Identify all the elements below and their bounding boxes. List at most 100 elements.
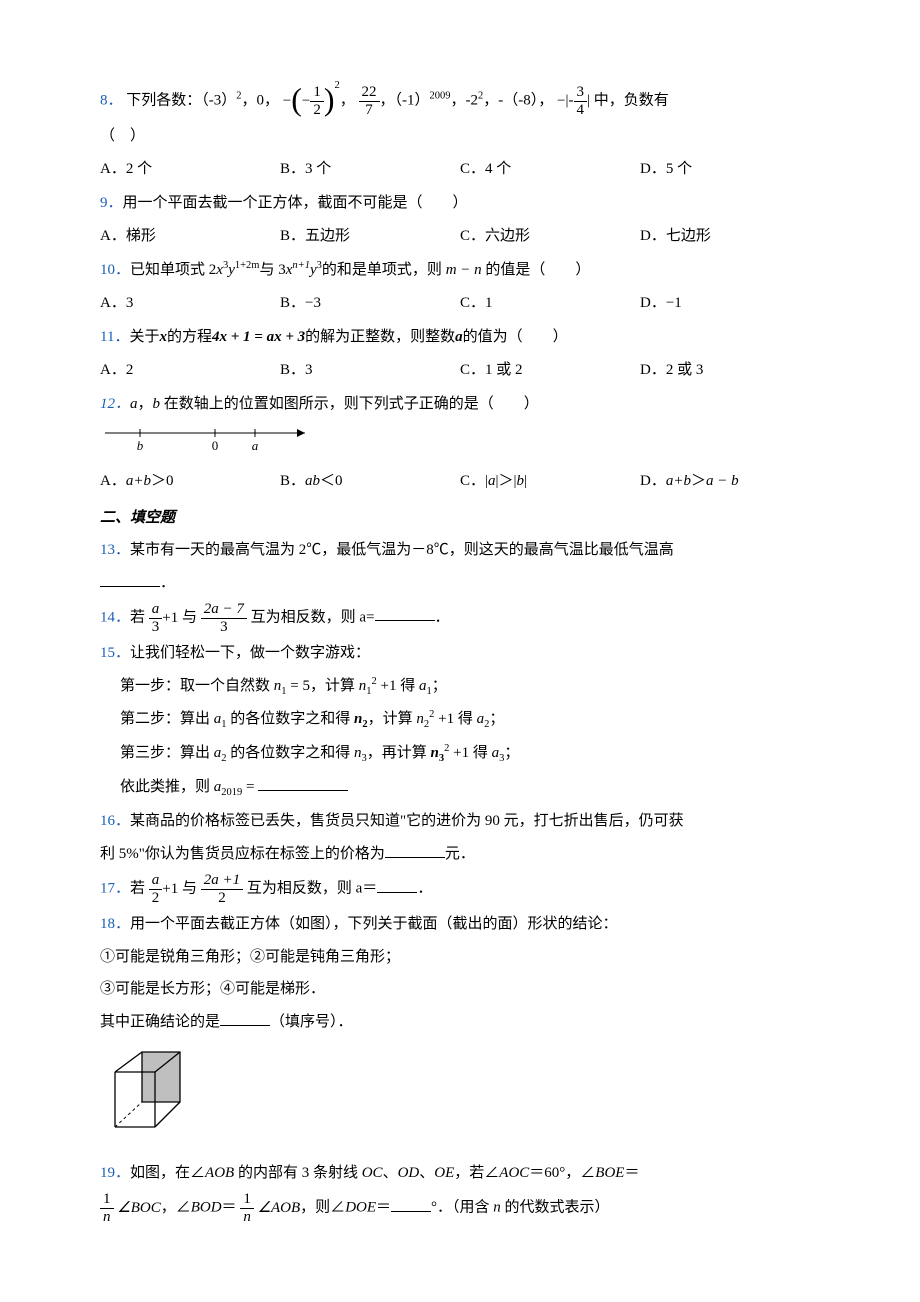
- q13-blank-line: ．: [100, 569, 820, 598]
- q11-c: 的解为正整数，则整数: [305, 329, 455, 345]
- q8-num: 8．: [100, 92, 123, 108]
- q13-blank: [100, 571, 160, 587]
- q10-opt-a: A．3: [100, 289, 280, 318]
- question-11: 11．关于x的方程4x + 1 = ax + 3的解为正整数，则整数a的值为（ …: [100, 323, 820, 352]
- q11-x: x: [159, 329, 167, 345]
- q10-opt-d: D．−1: [640, 289, 820, 318]
- q8-neg: −: [283, 93, 291, 109]
- q19-aoc: AOC: [499, 1165, 529, 1181]
- q14-plus: +1: [162, 610, 178, 626]
- q10-opt-c: C．1: [460, 289, 640, 318]
- q14-f1: a3: [149, 601, 163, 635]
- q18-a: 用一个平面去截正方体（如图），下列关于截面（截出的面）形状的结论：: [130, 916, 618, 932]
- q15-step3: 第三步：算出 a2 的各位数字之和得 n3，再计算 n32 +1 得 a3；: [100, 739, 820, 769]
- q9-opt-d: D．七边形: [640, 222, 820, 251]
- q8-lp: (: [291, 83, 302, 115]
- section-2-title: 二、填空题: [100, 504, 820, 533]
- q10-opt-b: B．−3: [280, 289, 460, 318]
- question-18: 18．用一个平面去截正方体（如图），下列关于截面（截出的面）形状的结论：: [100, 910, 820, 939]
- question-13: 13．某市有一天的最高气温为 2℃，最低气温为－8℃，则这天的最高气温比最低气温…: [100, 536, 820, 565]
- q12-opt-a: A．a+b＞0: [100, 467, 280, 496]
- q19-oe: OE: [434, 1165, 454, 1181]
- q8-neg2: −: [557, 93, 565, 109]
- q15-step4: 依此类推，则 a2019 =: [100, 773, 820, 803]
- q11-d: 的值为（ ）: [463, 329, 568, 345]
- q18-l1: ①可能是锐角三角形；②可能是钝角三角形；: [100, 943, 820, 972]
- q8-text-g: 中，负数有: [594, 92, 669, 108]
- nl-a: a: [252, 438, 259, 453]
- q19-a: 如图，在∠: [130, 1165, 205, 1181]
- q9-opt-c: C．六边形: [460, 222, 640, 251]
- q15-step2: 第二步：算出 a1 的各位数字之和得 n2，计算 n22 +1 得 a2；: [100, 705, 820, 735]
- q9-opt-b: B．五边形: [280, 222, 460, 251]
- question-19: 19．如图，在∠AOB 的内部有 3 条射线 OC、OD、OE，若∠AOC＝60…: [100, 1159, 820, 1188]
- q18-num: 18．: [100, 916, 130, 932]
- q8-22-7: 227: [359, 84, 380, 118]
- q16-a: 某商品的价格标签已丢失，售货员只知道"它的进价为 90 元，打七折出售后，仍可获: [130, 813, 684, 829]
- q8-opts: A．2 个 B．3 个 C．4 个 D．5 个: [100, 155, 820, 184]
- q19-blank: [391, 1196, 431, 1212]
- q10-num: 10．: [100, 262, 130, 278]
- q10-mn: m − n: [446, 262, 482, 278]
- question-16: 16．某商品的价格标签已丢失，售货员只知道"它的进价为 90 元，打七折出售后，…: [100, 807, 820, 836]
- q19-f1: 1n: [100, 1191, 114, 1225]
- q18-l2: ③可能是长方形；④可能是梯形．: [100, 975, 820, 1004]
- q19-oc: OC: [362, 1165, 383, 1181]
- q11-num: 11．: [100, 329, 129, 345]
- q8-text-f: ，-（-8），: [483, 92, 553, 108]
- q19-aob: AOB: [205, 1165, 234, 1181]
- q9-num: 9．: [100, 195, 123, 211]
- q10-opts: A．3 B．−3 C．1 D．−1: [100, 289, 820, 318]
- q14-c: 互为相反数，则 a=: [251, 609, 375, 625]
- q16-b: 利 5%"你认为售货员应标在标签上的价格为: [100, 846, 385, 862]
- q11-opt-a: A．2: [100, 356, 280, 385]
- q14-num: 14．: [100, 609, 130, 625]
- q8-text-c: ，: [340, 92, 355, 108]
- q19-n: n: [493, 1200, 501, 1216]
- q10-y: y: [228, 262, 235, 278]
- q10-a: 已知单项式 2: [130, 262, 216, 278]
- q8-opt-b: B．3 个: [280, 155, 460, 184]
- q17-plus: +1: [162, 881, 178, 897]
- question-8: 8． 下列各数：（-3）2，0， −(−12)2， 227，（-1）2009，-…: [100, 84, 820, 118]
- question-15: 15．让我们轻松一下，做一个数字游戏：: [100, 639, 820, 668]
- q10-b: 与 3: [259, 262, 285, 278]
- q8-sup-b: 2: [335, 80, 340, 91]
- q10-d: 的值是（ ）: [482, 262, 591, 278]
- q16-line2: 利 5%"你认为售货员应标在标签上的价格为 元．: [100, 840, 820, 869]
- cube-figure: [100, 1042, 820, 1153]
- q17-a: 若: [130, 881, 145, 897]
- q17-f2: 2a +12: [201, 872, 243, 906]
- q11-a: 关于: [129, 329, 159, 345]
- q8-paren: （ ）: [100, 122, 820, 151]
- q10-c: 的和是单项式，则: [322, 262, 446, 278]
- q9-opt-a: A．梯形: [100, 222, 280, 251]
- q12-opt-b: B．ab＜0: [280, 467, 460, 496]
- q12-a: a: [130, 396, 138, 412]
- q15-text: 让我们轻松一下，做一个数字游戏：: [130, 645, 370, 661]
- q12-opt-d: D．a+b＞a − b: [640, 467, 820, 496]
- q11-opt-b: B．3: [280, 356, 460, 385]
- q10-pn1: n+1: [292, 260, 310, 271]
- q11-b: 的方程: [167, 329, 212, 345]
- q10-x: x: [216, 262, 223, 278]
- q16-num: 16．: [100, 813, 130, 829]
- q14-blank: [375, 605, 435, 621]
- q11-opt-d: D．2 或 3: [640, 356, 820, 385]
- q14-tail: ．: [435, 609, 450, 625]
- q16-tail: 元．: [445, 846, 475, 862]
- question-10: 10．已知单项式 2x3y1+2m与 3xn+1y3的和是单项式，则 m − n…: [100, 256, 820, 285]
- q8-text-e: ，-2: [451, 92, 479, 108]
- q8-opt-c: C．4 个: [460, 155, 640, 184]
- q14-b: 与: [182, 609, 197, 625]
- q16-blank: [385, 842, 445, 858]
- q13-text: 某市有一天的最高气温为 2℃，最低气温为－8℃，则这天的最高气温比最低气温高: [130, 542, 674, 558]
- q8-text-d: ，（-1）: [380, 92, 430, 108]
- number-line-svg: b 0 a: [100, 423, 320, 455]
- question-17: 17．若 a2+1 与 2a +12 互为相反数，则 a＝．: [100, 872, 820, 906]
- q19-b: 的内部有 3 条射线: [234, 1165, 362, 1181]
- q8-rp: ): [324, 83, 335, 115]
- q8-3-4: 34: [574, 84, 588, 118]
- q15-step1: 第一步：取一个自然数 n1 = 5，计算 n12 +1 得 a1；: [100, 672, 820, 702]
- q8-sup-c: 2009: [430, 90, 451, 101]
